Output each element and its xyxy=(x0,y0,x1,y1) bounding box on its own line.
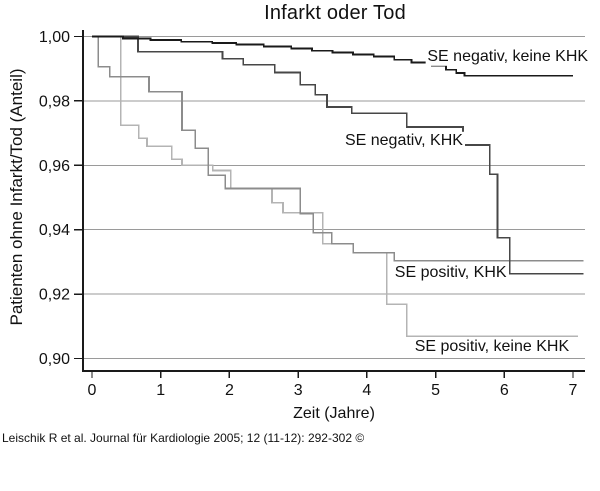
y-tick-label: 0,96 xyxy=(39,158,70,175)
series-label-se-positiv-khk: SE positiv, KHK xyxy=(392,263,509,283)
x-tick-label: 0 xyxy=(88,382,97,399)
x-tick-label: 3 xyxy=(294,382,303,399)
x-tick-label: 1 xyxy=(156,382,165,399)
series-label-se-negativ-keine-khk: SE negativ, keine KHK xyxy=(425,47,591,67)
x-axis-title: Zeit (Jahre) xyxy=(293,405,375,422)
y-tick-label: 0,90 xyxy=(39,351,70,368)
y-tick-label: 1,00 xyxy=(39,29,70,46)
citation-text: Leischik R et al. Journal für Kardiologi… xyxy=(2,431,365,445)
x-tick-label: 7 xyxy=(569,382,578,399)
curve-se-positiv-khk xyxy=(92,35,584,262)
y-tick-label: 0,94 xyxy=(39,222,70,239)
curve-se-negativ-keine-khk xyxy=(92,35,573,77)
x-tick-label: 6 xyxy=(500,382,509,399)
series-label-se-negativ-khk: SE negativ, KHK xyxy=(342,131,465,151)
y-tick-label: 0,98 xyxy=(39,93,70,110)
x-tick-label: 4 xyxy=(362,382,371,399)
x-tick-label: 5 xyxy=(431,382,440,399)
x-tick-label: 2 xyxy=(225,382,234,399)
y-tick-label: 0,92 xyxy=(39,287,70,304)
series-label-se-positiv-keine-khk: SE positiv, keine KHK xyxy=(412,337,572,357)
curve-se-positiv-keine-khk xyxy=(92,35,578,338)
chart-title: Infarkt oder Tod xyxy=(264,2,406,24)
curve-se-negativ-khk xyxy=(92,35,584,275)
